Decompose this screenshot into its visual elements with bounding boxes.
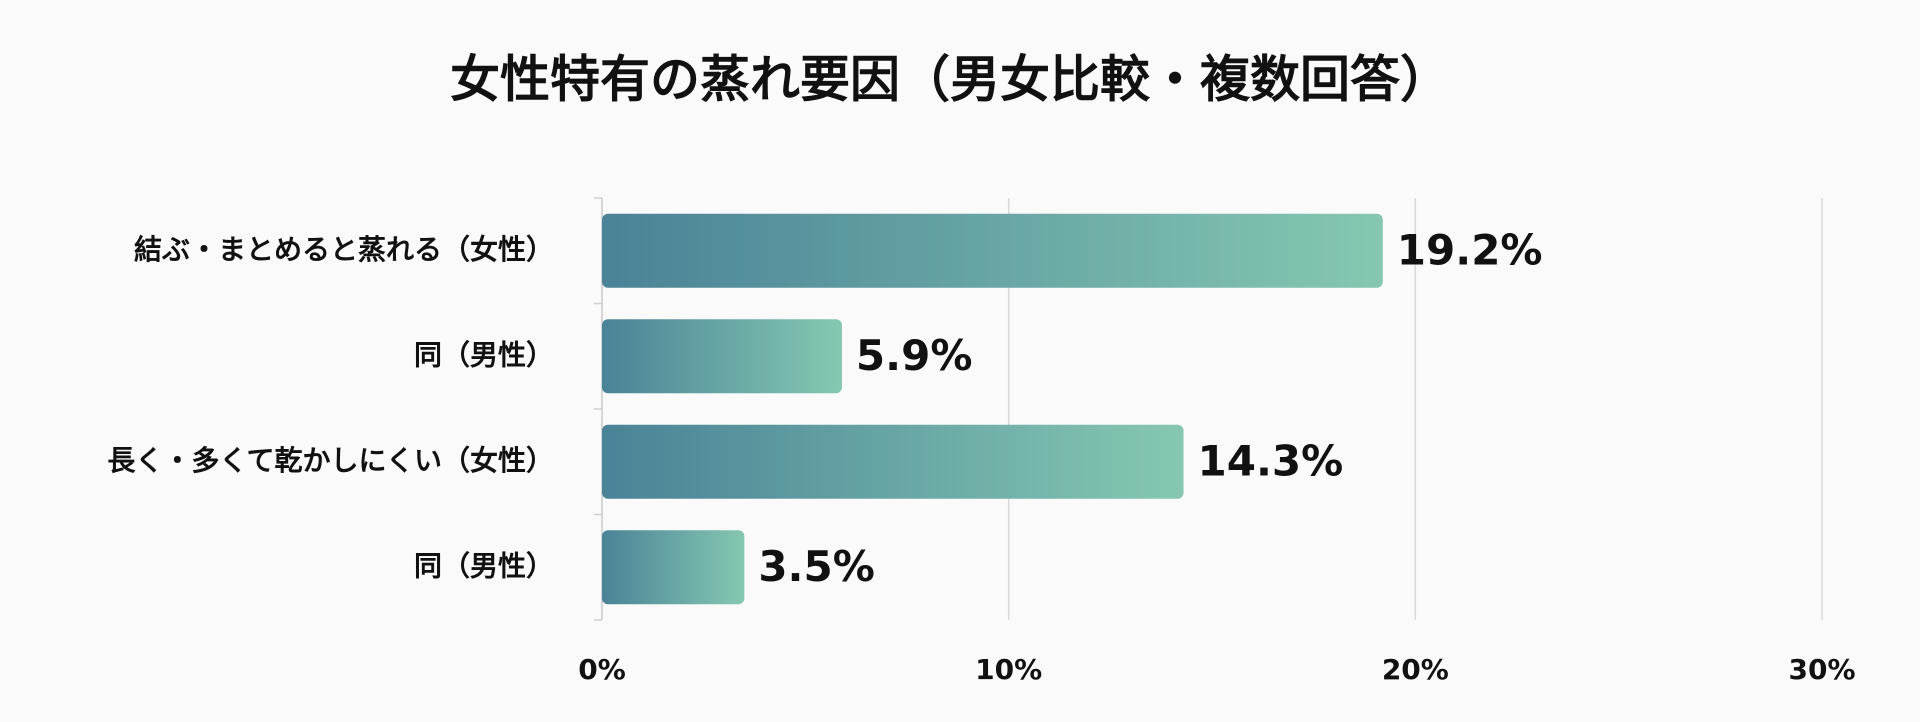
x-tick-label: 30% [1788,653,1855,686]
x-tick-label: 20% [1382,653,1449,686]
category-label: 結ぶ・まとめると蒸れる（女性） [134,233,554,266]
chart-title: 女性特有の蒸れ要因（男女比較・複数回答） [450,51,1450,109]
bar [602,424,1184,499]
value-label: 5.9% [856,331,972,380]
value-label: 19.2% [1397,225,1543,274]
category-label: 長く・多くて乾かしにくい（女性） [107,444,554,477]
bar [602,530,745,605]
value-label: 3.5% [758,542,874,591]
category-label: 同（男性） [414,549,554,582]
bar [602,213,1383,288]
bar [602,319,842,394]
category-label: 同（男性） [414,338,554,371]
value-label: 14.3% [1198,436,1344,485]
x-tick-label: 0% [578,653,626,686]
x-tick-label: 10% [975,653,1042,686]
